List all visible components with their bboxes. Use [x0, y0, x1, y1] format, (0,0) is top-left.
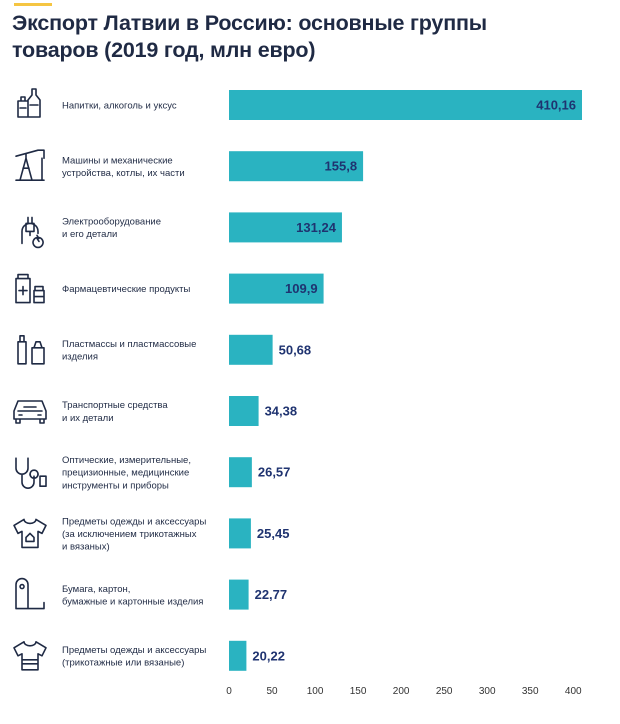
category-label: Машины и механические: [62, 155, 173, 166]
category-label: Транспортные средства: [62, 400, 168, 411]
value-label: 131,24: [296, 220, 337, 235]
bar: [229, 212, 342, 243]
category-label: Фармацевтические продукты: [62, 284, 190, 295]
x-tick-label: 150: [350, 686, 367, 697]
chart-title: Экспорт Латвии в Россию: основные группы…: [12, 10, 602, 64]
category-label: Пластмассы и пластмассовые: [62, 339, 196, 350]
bar-row: Предметы одежды и аксессуары (трикотажные…: [13, 640, 285, 671]
x-tick-label: 300: [479, 686, 496, 697]
value-label: 22,77: [255, 587, 288, 602]
category-label: Оптические, измерительные,: [62, 455, 191, 466]
bar-row: Фармацевтические продукты 109,9: [15, 273, 324, 304]
category-label: Предметы одежды и аксессуары: [62, 645, 206, 656]
category-label: устройства, котлы, их части: [62, 168, 185, 179]
bar: [229, 518, 251, 549]
bar: [229, 90, 582, 120]
value-label: 20,22: [252, 648, 285, 663]
bar-row: Пластмассы и пластмассовые изделия 50,68: [17, 334, 312, 365]
category-label: изделия: [62, 352, 98, 363]
category-label: Напитки, алкоголь и уксус: [62, 101, 177, 112]
category-label: и его детали: [62, 229, 117, 240]
title-accent-line: [14, 3, 52, 6]
bar-row: Напитки, алкоголь и уксус 410,16: [17, 88, 582, 120]
bar: [229, 640, 247, 671]
bar-row: Оптические, измерительные, прецизионные, …: [15, 455, 291, 491]
bar: [229, 457, 252, 488]
category-label: бумажные и картонные изделия: [62, 596, 203, 607]
medicine-icon: [15, 273, 45, 304]
category-label: Предметы одежды и аксессуары: [62, 516, 206, 527]
value-label: 34,38: [265, 404, 298, 419]
category-label: инструменты и приборы: [62, 480, 169, 491]
x-tick-label: 0: [226, 686, 232, 697]
stethoscope-icon: [15, 457, 47, 489]
category-label: (трикотажные или вязаные): [62, 658, 184, 669]
x-tick-label: 400: [565, 686, 582, 697]
bar-row: Машины и механические устройства, котлы, …: [15, 149, 364, 182]
title-line-1: Экспорт Латвии в Россию: основные группы: [12, 11, 487, 35]
value-label: 50,68: [279, 342, 312, 357]
car-icon: [13, 400, 47, 424]
x-tick-label: 250: [436, 686, 453, 697]
value-label: 155,8: [325, 159, 358, 174]
category-label: и вязаных): [62, 542, 110, 553]
plastic-bottle-icon: [17, 334, 45, 365]
category-label: (за исключением трикотажных: [62, 529, 197, 540]
x-tick-label: 350: [522, 686, 539, 697]
value-label: 109,9: [285, 281, 318, 296]
bar: [229, 579, 249, 610]
title-line-2: товаров (2019 год, млн евро): [12, 38, 316, 62]
bar: [229, 151, 364, 182]
category-label: и их детали: [62, 413, 114, 424]
bar: [229, 334, 273, 365]
x-tick-label: 100: [307, 686, 324, 697]
category-label: Бумага, картон,: [62, 584, 130, 595]
plug-icon: [21, 216, 44, 249]
bar-row: Транспортные средства и их детали 34,38: [13, 396, 298, 426]
bar: [229, 396, 259, 426]
oil-pump-icon: [15, 149, 45, 181]
x-tick-label: 50: [266, 686, 278, 697]
category-label: Электрооборудование: [62, 217, 161, 228]
value-label: 26,57: [258, 465, 291, 480]
category-label: прецизионные, медицинские: [62, 468, 189, 479]
bar-row: Предметы одежды и аксессуары (за исключен…: [13, 516, 290, 553]
paper-roll-icon: [15, 577, 45, 610]
tshirt-icon: [13, 518, 47, 549]
bottles-icon: [17, 88, 41, 118]
knit-shirt-icon: [13, 640, 47, 671]
value-label: 410,16: [536, 98, 576, 113]
bar: [229, 273, 324, 304]
bar-row: Бумага, картон,бумажные и картонные изде…: [15, 577, 288, 610]
value-label: 25,45: [257, 526, 290, 541]
x-tick-label: 200: [393, 686, 410, 697]
